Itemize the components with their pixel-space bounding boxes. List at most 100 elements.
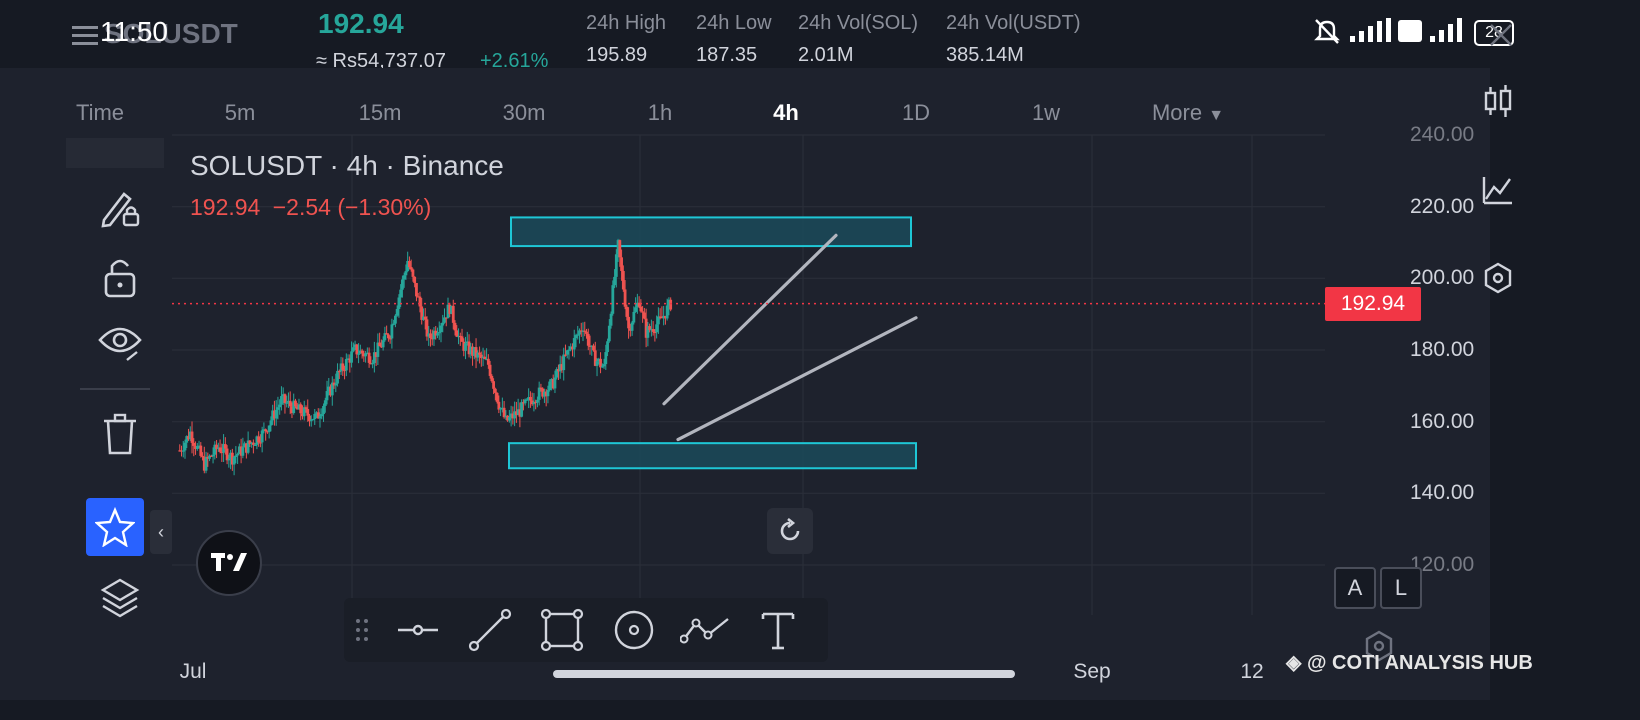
reset-chart-button[interactable] <box>767 508 813 554</box>
y-tick-label: 120.00 <box>1410 553 1475 576</box>
tab-4h[interactable]: 4h <box>773 100 799 125</box>
tab-1w[interactable]: 1w <box>1031 100 1061 125</box>
candle-body <box>302 407 306 417</box>
candle-body <box>495 392 499 402</box>
candle-body <box>201 455 204 458</box>
candle-body <box>379 346 383 348</box>
rectangle-icon[interactable] <box>532 600 592 660</box>
tradingview-logo[interactable] <box>196 530 262 596</box>
candle-body <box>274 409 278 419</box>
candle-body <box>607 325 611 342</box>
circle-icon[interactable] <box>604 600 664 660</box>
log-scale-button[interactable]: L <box>1380 567 1422 609</box>
y-tick-label: 200.00 <box>1410 266 1475 290</box>
candle-body <box>225 448 229 461</box>
candle-body <box>243 443 247 448</box>
candle-body <box>616 240 620 255</box>
candle-body <box>316 412 320 419</box>
eye-icon[interactable] <box>92 314 148 370</box>
settings-hex-icon[interactable] <box>1476 256 1520 300</box>
candle-body <box>309 419 313 422</box>
tab-5m[interactable]: 5m <box>224 100 256 125</box>
settings-hex-icon-bottom[interactable] <box>1364 630 1394 667</box>
candle-body <box>502 407 506 418</box>
candle-body <box>641 311 645 313</box>
last-price: 192.94 <box>318 8 404 39</box>
candle-body <box>513 411 517 419</box>
candle-body <box>222 444 225 453</box>
tab-30m[interactable]: 30m <box>502 100 546 125</box>
tab-more[interactable]: More ▼ <box>1152 100 1224 126</box>
candle-body <box>323 400 327 406</box>
candle-body <box>215 444 218 450</box>
tab-time[interactable]: Time <box>75 100 125 125</box>
candle-body <box>529 397 532 401</box>
candle-body <box>223 444 227 449</box>
candle-body <box>246 440 250 453</box>
tab-1h[interactable]: 1h <box>647 100 673 125</box>
trend-line-icon[interactable] <box>460 600 520 660</box>
candle-body <box>209 455 213 457</box>
candle-body <box>266 431 269 433</box>
indicators-icon[interactable] <box>1476 168 1520 212</box>
collapse-toolbar-button[interactable]: ‹ <box>150 510 172 554</box>
candle-body <box>637 302 641 307</box>
stat-value-low: 187.35 <box>696 44 758 66</box>
candle-body <box>402 275 406 280</box>
candle-body <box>514 411 518 416</box>
candle-body <box>536 399 539 403</box>
candle-body <box>523 399 527 404</box>
auto-scale-button[interactable]: A <box>1334 567 1376 609</box>
candle-body <box>311 419 315 421</box>
candle-body <box>295 406 299 410</box>
trendline <box>676 316 918 442</box>
candle-body <box>611 285 615 314</box>
horizontal-line-icon[interactable] <box>388 600 448 660</box>
candle-body <box>346 358 350 360</box>
path-icon[interactable] <box>676 600 736 660</box>
candle-body <box>462 341 466 351</box>
more-label: More <box>1151 100 1203 125</box>
candle-body <box>267 425 271 432</box>
candle-body <box>197 445 201 447</box>
symbol-name[interactable]: SOLUSDT <box>104 18 238 49</box>
candle-body <box>385 333 389 335</box>
text-icon[interactable] <box>748 600 808 660</box>
tab-1d[interactable]: 1D <box>901 100 931 125</box>
chart-grid <box>172 134 1325 615</box>
unlock-icon[interactable] <box>92 248 148 304</box>
candle-body <box>276 407 280 410</box>
candle-body <box>642 312 646 319</box>
home-indicator[interactable] <box>553 670 1015 678</box>
candle-body <box>474 347 478 358</box>
candle-body <box>257 436 261 443</box>
y-tick-label: 180.00 <box>1410 338 1475 361</box>
trendline <box>662 233 838 406</box>
y-tick-label: 160.00 <box>1410 409 1475 433</box>
candle-body <box>504 415 508 418</box>
legend-price-row: 192.94 −2.54 (−1.30%) <box>190 194 431 221</box>
candle-body <box>555 369 559 378</box>
candles-icon[interactable] <box>1476 80 1520 124</box>
favorite-star-button[interactable] <box>86 498 144 556</box>
candle-body <box>471 346 474 356</box>
binance-logo-icon: ◈ <box>1286 652 1302 674</box>
candle-body <box>479 354 483 359</box>
candle-body <box>660 316 664 319</box>
candle-body <box>485 358 488 361</box>
trash-icon[interactable] <box>92 406 148 462</box>
layers-icon[interactable] <box>92 570 148 626</box>
tab-15m[interactable]: 15m <box>358 100 402 125</box>
candle-body <box>597 358 601 362</box>
candle-body <box>386 334 390 339</box>
candle-body <box>367 352 371 363</box>
candle-body <box>339 363 343 372</box>
candle-body <box>648 326 652 330</box>
candle-body <box>371 363 375 365</box>
menu-icon[interactable] <box>72 22 100 55</box>
drag-handle-icon[interactable] <box>344 600 380 660</box>
drawing-lock-icon[interactable] <box>92 180 148 236</box>
legend-change-pct: (−1.30%) <box>337 194 432 220</box>
close-icon[interactable] <box>1488 22 1514 53</box>
